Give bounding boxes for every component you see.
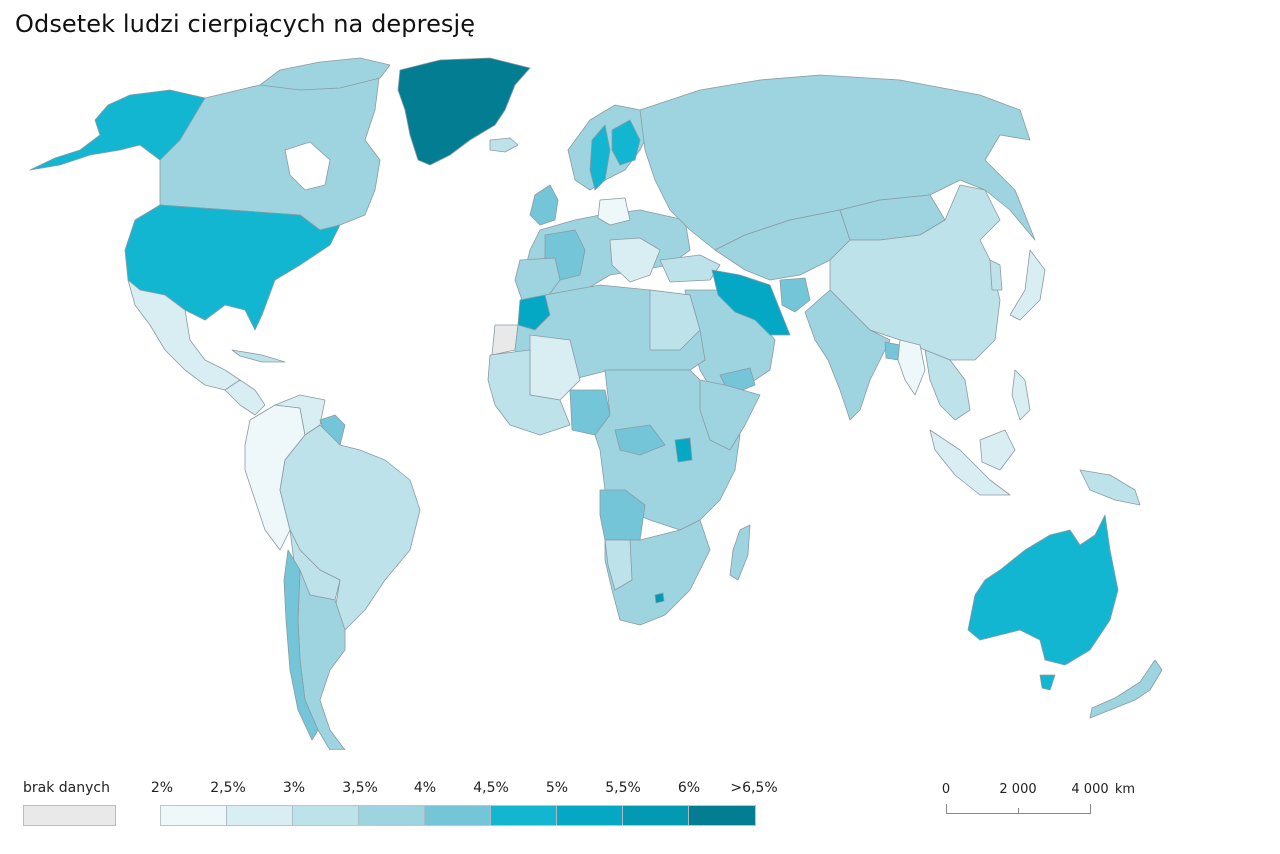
region-balkans[interactable] [609,237,661,283]
region-bangladesh[interactable] [884,341,901,361]
legend-tick: 5% [545,780,569,796]
region-poland[interactable] [597,197,631,226]
region-canada-islands[interactable] [259,57,391,91]
scale-label: 2 000 [999,782,1037,797]
region-madagascar[interactable] [729,524,751,581]
region-australia[interactable] [967,514,1119,666]
region-finland[interactable] [611,119,641,166]
region-iceland[interactable] [489,137,519,153]
legend-tick: 4,5% [473,780,509,796]
region-borneo[interactable] [979,429,1016,471]
scale-label: 0 [941,782,951,797]
legend-color-scale [160,805,756,826]
legend-tick: 5,5% [605,780,641,796]
legend-no-data-label: brak danych [23,780,110,796]
region-tasmania[interactable] [1039,674,1056,691]
region-western-sahara[interactable] [491,324,519,356]
legend-swatch [623,806,689,825]
world-map [0,50,1280,751]
scale-tick [1090,804,1091,814]
region-uganda[interactable] [674,437,693,463]
region-west-africa[interactable] [487,349,571,436]
region-indonesia[interactable] [929,429,1011,496]
region-turkey[interactable] [659,254,721,283]
world-map-svg [29,57,1163,751]
legend-swatch [557,806,623,825]
legend: brak danych 2% 2,5% 3% 3,5% 4% 4,5% 5% 5… [0,778,800,838]
legend-swatch [359,806,425,825]
region-myanmar[interactable] [897,339,926,396]
scale-bar: 0 2 000 4 000 km [940,780,1160,820]
region-sweden[interactable] [589,124,611,191]
scale-unit: km [1114,782,1136,797]
region-uk[interactable] [529,184,559,226]
legend-tick: 3,5% [342,780,378,796]
region-chile[interactable] [283,549,319,741]
legend-tick: 3% [282,780,306,796]
page-title: Odsetek ludzi cierpiących na depresję [15,10,476,38]
legend-tick: 2,5% [210,780,246,796]
region-korea[interactable] [989,259,1003,291]
hudson-bay [284,141,331,191]
region-greenland[interactable] [397,57,531,166]
region-india[interactable] [804,289,891,421]
region-alaska[interactable] [29,89,206,171]
legend-swatch [293,806,359,825]
region-lesotho[interactable] [654,592,665,604]
region-cuba[interactable] [231,349,286,363]
legend-swatch [689,806,755,825]
region-new-guinea[interactable] [1079,469,1141,506]
legend-swatch [227,806,293,825]
legend-tick: 6% [677,780,701,796]
legend-swatch [491,806,557,825]
region-indochina[interactable] [924,349,971,421]
region-russia[interactable] [639,74,1036,251]
region-philippines[interactable] [1011,369,1031,421]
legend-swatch [425,806,491,825]
region-japan[interactable] [1009,249,1046,321]
legend-tick: 4% [413,780,437,796]
region-afghanistan[interactable] [779,277,811,313]
scale-label: 4 000 [1071,782,1109,797]
region-horn-africa[interactable] [699,379,761,451]
scale-tick [946,804,947,814]
region-southern-africa[interactable] [604,519,711,626]
region-canada[interactable] [159,69,381,231]
region-new-zealand[interactable] [1089,659,1163,719]
legend-tick: >6,5% [730,780,778,796]
region-namibia[interactable] [604,539,633,591]
legend-swatch [161,806,227,825]
region-egypt[interactable] [649,289,701,351]
scale-tick [1018,808,1019,814]
region-car[interactable] [614,424,666,456]
legend-tick: 2% [150,780,174,796]
region-iran[interactable] [711,269,791,336]
region-central-america[interactable] [224,379,266,416]
legend-no-data-swatch [23,805,116,826]
